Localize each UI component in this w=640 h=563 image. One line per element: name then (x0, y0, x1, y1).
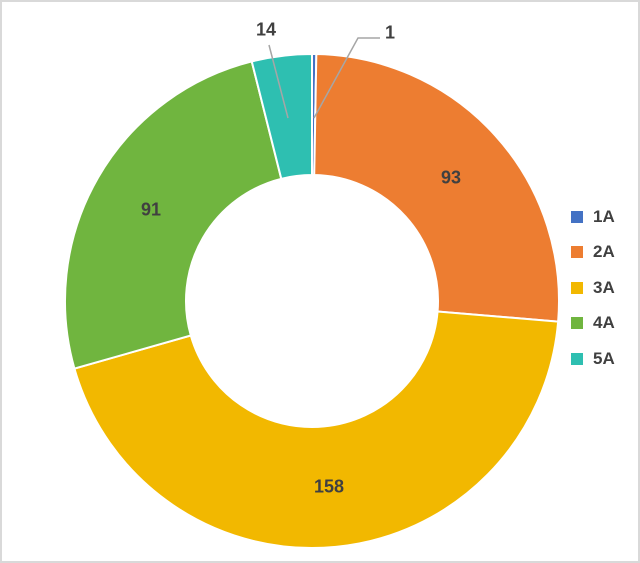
donut-slice-3a[interactable] (73, 310, 560, 549)
legend-item-3a[interactable]: 3A (571, 270, 615, 306)
donut-slice-4a[interactable] (64, 60, 283, 370)
legend-swatch (571, 317, 583, 330)
donut-slice-5a[interactable] (250, 52, 313, 181)
leader-line (313, 37, 380, 119)
data-label-2a: 93 (440, 167, 462, 188)
data-label-4a: 91 (140, 199, 162, 220)
legend: 1A 2A 3A 4A 5A (571, 199, 615, 377)
legend-item-5a[interactable]: 5A (571, 341, 615, 377)
legend-item-4a[interactable]: 4A (571, 306, 615, 342)
legend-swatch (571, 281, 583, 294)
leader-line (268, 44, 289, 119)
legend-swatch (571, 352, 583, 365)
donut-slice-2a[interactable] (313, 53, 560, 323)
data-label-5a: 14 (255, 19, 277, 40)
legend-item-2a[interactable]: 2A (571, 235, 615, 271)
data-label-3a: 158 (313, 476, 345, 497)
legend-item-1a[interactable]: 1A (571, 199, 615, 235)
legend-swatch (571, 246, 583, 259)
data-label-1a: 1 (384, 22, 396, 43)
legend-swatch (571, 210, 583, 223)
